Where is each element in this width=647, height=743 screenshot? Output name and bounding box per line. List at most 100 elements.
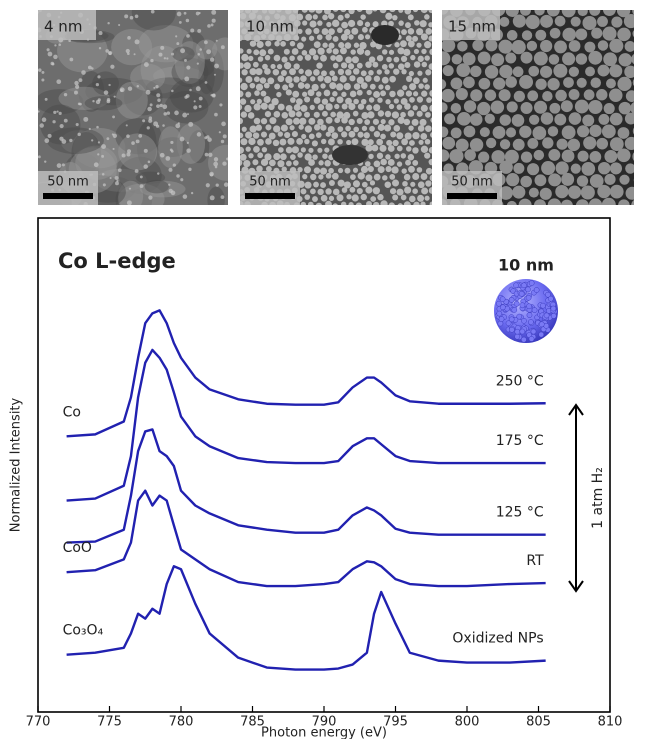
sem-particle: [398, 117, 405, 124]
sem-particle: [569, 89, 580, 100]
sem-particle: [414, 49, 419, 54]
sem-particle: [365, 174, 372, 181]
sem-particle: [417, 96, 423, 102]
sem-particle: [571, 163, 581, 173]
sem-particle: [286, 89, 292, 95]
sem-particle: [305, 125, 312, 132]
sem-particle: [420, 20, 427, 27]
sem-particle: [280, 41, 286, 47]
sem-particle: [290, 97, 296, 103]
sem-particle: [535, 79, 546, 90]
x-tick-label: 810: [598, 715, 623, 730]
sem-particle: [289, 55, 295, 61]
sem-particle: [549, 103, 560, 114]
sem-particle: [277, 160, 284, 167]
sem-particle: [464, 149, 476, 161]
sem-particle: [324, 160, 330, 166]
sem-particle: [386, 208, 393, 215]
sem-particle: [241, 54, 248, 61]
sem-particle: [197, 63, 199, 65]
sem-particle: [406, 146, 411, 151]
sem-particle: [134, 53, 136, 55]
sem-particle: [410, 209, 415, 214]
sem-particle: [562, 125, 576, 139]
sem-particle: [128, 86, 132, 90]
sem-particle: [106, 137, 109, 140]
sem-particle: [464, 126, 476, 138]
sem-particle: [76, 123, 79, 126]
sem-particle: [216, 40, 218, 42]
sem-particle: [148, 161, 151, 164]
sem-particle: [293, 160, 299, 166]
sem-particle: [520, 176, 532, 188]
sem-particle: [40, 123, 44, 127]
sem-particle: [193, 105, 197, 109]
sem-particle: [98, 141, 100, 143]
sem-particle: [221, 195, 225, 199]
sem-particle: [317, 189, 323, 195]
sem-particle: [59, 112, 62, 115]
sem-particle: [162, 124, 165, 127]
sem-particle: [548, 173, 561, 186]
sem-particle: [332, 91, 337, 96]
sem-particle: [425, 180, 431, 186]
sem-particle: [402, 181, 408, 187]
sem-particle: [257, 152, 263, 158]
sem-particle: [625, 137, 638, 150]
sem-particle: [318, 174, 323, 179]
sem-particle: [156, 104, 160, 108]
sem-particle: [153, 121, 158, 126]
sem-particle: [294, 104, 301, 111]
sem-particle: [491, 53, 504, 66]
sem-particle: [345, 168, 351, 174]
sem-particle: [378, 166, 385, 173]
bead: [499, 316, 504, 321]
sem-particle: [412, 160, 418, 166]
sem-particle: [637, 16, 647, 30]
sem-particle: [333, 6, 339, 12]
sem-particle: [305, 182, 312, 189]
sem-particle: [38, 68, 41, 71]
sem-particle: [470, 113, 483, 126]
sem-particle: [408, 166, 415, 173]
sem-particle: [315, 7, 322, 14]
sem-particle: [425, 139, 431, 145]
sem-particle: [42, 117, 47, 122]
sem-particle: [409, 196, 416, 203]
sem-particle: [507, 201, 517, 211]
sem-particle: [104, 90, 109, 95]
sem-particle: [126, 124, 128, 126]
sem-particle: [304, 83, 310, 89]
sem-particle: [242, 127, 247, 132]
sem-particle: [452, 54, 462, 64]
sem-particle: [268, 103, 275, 110]
sem-particle: [581, 185, 595, 199]
sem-particle: [561, 100, 573, 112]
phase-label: Co: [63, 404, 81, 420]
sem-particle: [371, 145, 378, 152]
sem-particle: [57, 111, 59, 113]
sem-particle: [521, 151, 532, 162]
sem-particle: [91, 139, 93, 141]
sem-particle: [108, 52, 111, 55]
sem-particle: [244, 105, 251, 112]
bead: [526, 295, 531, 300]
sem-texture: [170, 78, 214, 112]
sem-panel: 10 nm50 nm: [235, 6, 440, 217]
sem-particle: [606, 79, 616, 89]
sem-particle: [584, 89, 595, 100]
sem-particle: [521, 52, 533, 64]
sem-particle: [345, 42, 352, 49]
sem-particle: [377, 153, 383, 159]
sem-particle: [243, 160, 250, 167]
sem-particle: [410, 55, 415, 60]
sem-particle: [301, 202, 307, 208]
sem-particle: [602, 198, 616, 212]
sem-particle: [589, 125, 601, 137]
sem-particle: [338, 180, 345, 187]
sem-particle: [265, 138, 272, 145]
sem-particle: [625, 113, 637, 125]
sem-void: [371, 25, 399, 45]
sem-particle: [578, 6, 588, 16]
sem-particle: [136, 139, 140, 143]
